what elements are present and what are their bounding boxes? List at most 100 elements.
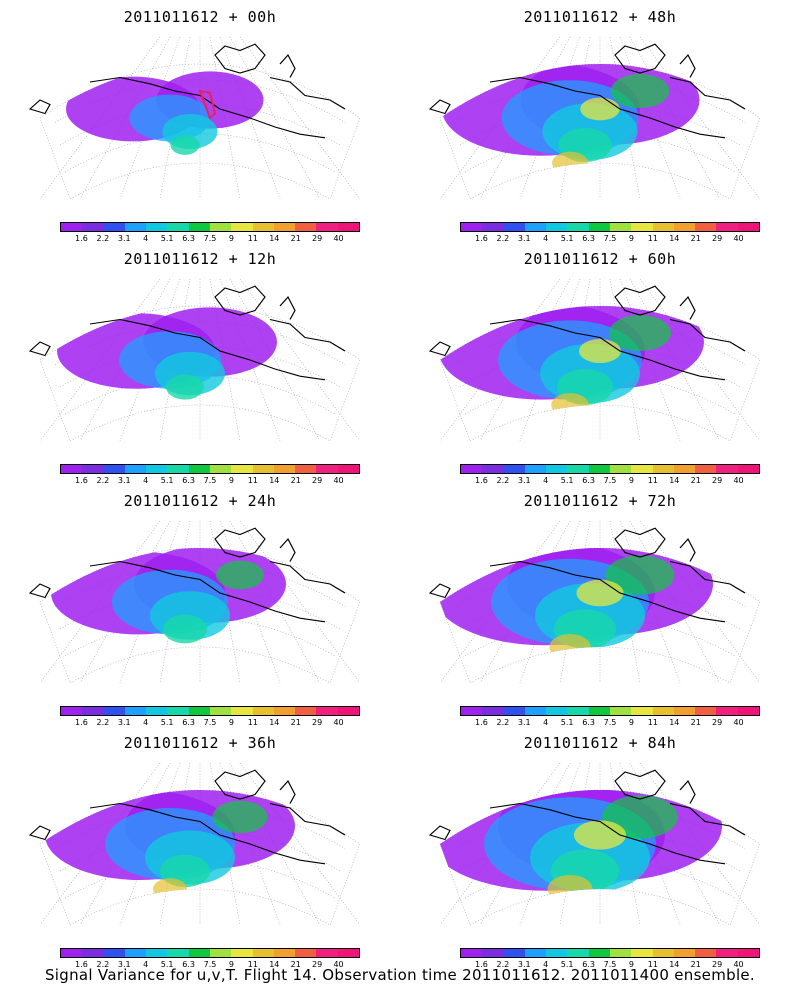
colorbar-swatch <box>252 949 274 957</box>
colorbar-tick-label: 2.2 <box>96 718 110 727</box>
colorbar-tick-label: 3.1 <box>117 234 131 243</box>
colorbar-tick-label: 29 <box>712 234 723 243</box>
colorbar-swatch <box>567 949 589 957</box>
colorbar-tick-label: 21 <box>290 476 301 485</box>
colorbar-tick-label: 9 <box>628 718 634 727</box>
variance-contour-7 <box>153 878 187 900</box>
colorbar-swatch <box>567 465 589 473</box>
colorbar-tick-label: 21 <box>290 960 301 969</box>
colorbar-tick-label: 14 <box>669 476 680 485</box>
colorbar-tick-label: 40 <box>333 234 344 243</box>
variance-map <box>428 278 761 442</box>
colorbar-tick-label: 2.2 <box>96 476 110 485</box>
coastline <box>28 285 346 381</box>
colorbar-swatch <box>482 949 504 957</box>
colorbar-swatch <box>609 223 632 231</box>
colorbar-tick-label: 40 <box>733 476 744 485</box>
map-panel: 2011011612 + 84h 1.6 2.2 3.1 4 5.1 6.3 7.5 9 11 14… <box>400 726 800 971</box>
colorbar-swatch <box>631 465 653 473</box>
colorbar-swatch <box>546 465 568 473</box>
colorbar-swatch <box>273 949 296 957</box>
colorbar-tick-label: 3.1 <box>117 960 131 969</box>
colorbar-swatch <box>588 465 610 473</box>
colorbar-tick-label: 14 <box>669 718 680 727</box>
colorbar-swatch <box>124 949 147 957</box>
colorbar-swatch <box>82 949 104 957</box>
variance-map <box>28 762 361 926</box>
colorbar-tick-label: 21 <box>690 234 701 243</box>
coastline <box>428 43 746 139</box>
colorbar-swatch <box>609 707 632 715</box>
variance-contour-4 <box>163 614 207 644</box>
colorbar-tick-label: 14 <box>269 234 280 243</box>
colorbar-swatch <box>588 949 610 957</box>
colorbar-swatch <box>82 465 104 473</box>
colorbar-tick-label: 1.6 <box>75 234 88 243</box>
colorbar-tick-label: 40 <box>733 718 744 727</box>
colorbar-tick-label: 29 <box>312 476 323 485</box>
variance-map <box>28 278 361 442</box>
colorbar-swatch <box>461 223 483 231</box>
colorbar-tick-label: 2.2 <box>496 476 510 485</box>
colorbar-tick-label: 4 <box>143 234 149 243</box>
colorbar-swatch <box>82 223 104 231</box>
colorbar-tick-label: 1.6 <box>75 960 88 969</box>
variance-contour-7 <box>551 393 589 417</box>
colorbar-tick-label: 5.1 <box>560 960 574 969</box>
colorbar-tick-label: 9 <box>228 234 234 243</box>
colorbar-tick-label: 21 <box>290 718 301 727</box>
colorbar <box>460 948 760 958</box>
colorbar-tick-label: 5.1 <box>560 718 574 727</box>
colorbar-tick-label: 6.3 <box>182 234 195 243</box>
colorbar-swatch <box>252 465 274 473</box>
colorbar-tick-label: 40 <box>733 234 744 243</box>
colorbar-tick-label: 4 <box>143 960 149 969</box>
colorbar-swatch <box>295 465 317 473</box>
colorbar-tick-label: 14 <box>269 476 280 485</box>
panel-title: 2011011612 + 84h <box>523 734 677 752</box>
colorbar-tick-label: 14 <box>269 718 280 727</box>
colorbar-swatch <box>337 465 359 473</box>
colorbar-tick-label: 3.1 <box>517 234 531 243</box>
colorbar-swatch <box>209 465 232 473</box>
colorbar-swatch <box>588 707 610 715</box>
panel-title: 2011011612 + 60h <box>523 250 677 268</box>
colorbar-swatch <box>503 465 525 473</box>
colorbar <box>60 948 360 958</box>
colorbar-tick-label: 9 <box>628 234 634 243</box>
colorbar-swatch <box>167 949 189 957</box>
variance-map <box>428 36 761 200</box>
variance-map <box>428 520 761 684</box>
colorbar <box>460 222 760 232</box>
variance-contour-5 <box>212 800 268 834</box>
colorbar-tick-label: 4 <box>143 718 149 727</box>
coastline <box>428 527 746 623</box>
variance-contour-4 <box>166 374 204 400</box>
colorbar-labels: 1.6 2.2 3.1 4 5.1 6.3 7.5 9 11 14 21 29 40 <box>460 476 760 486</box>
colorbar-tick-label: 7.5 <box>603 960 617 969</box>
variance-field <box>442 64 700 175</box>
colorbar-swatch <box>231 465 253 473</box>
variance-contour-4 <box>170 135 200 155</box>
colorbar-swatch <box>167 707 189 715</box>
colorbar-swatch <box>124 707 147 715</box>
variance-field <box>440 790 722 904</box>
colorbar <box>460 706 760 716</box>
colorbar-tick-label: 4 <box>543 960 549 969</box>
colorbar-tick-label: 9 <box>628 476 634 485</box>
colorbar-tick-label: 2.2 <box>496 234 510 243</box>
colorbar-tick-label: 1.6 <box>75 476 88 485</box>
colorbar-tick-label: 29 <box>312 960 323 969</box>
colorbar-tick-label: 11 <box>247 718 258 727</box>
colorbar-swatch <box>252 223 274 231</box>
colorbar-swatch <box>652 465 674 473</box>
colorbar-swatch <box>567 223 589 231</box>
colorbar-tick-label: 9 <box>228 718 234 727</box>
panel-title: 2011011612 + 00h <box>123 8 277 26</box>
colorbar-swatch <box>124 223 147 231</box>
colorbar-swatch <box>716 707 738 715</box>
colorbar-tick-label: 6.3 <box>582 960 595 969</box>
colorbar-swatch <box>295 223 317 231</box>
colorbar-tick-label: 2.2 <box>96 234 110 243</box>
colorbar-tick-label: 29 <box>312 234 323 243</box>
